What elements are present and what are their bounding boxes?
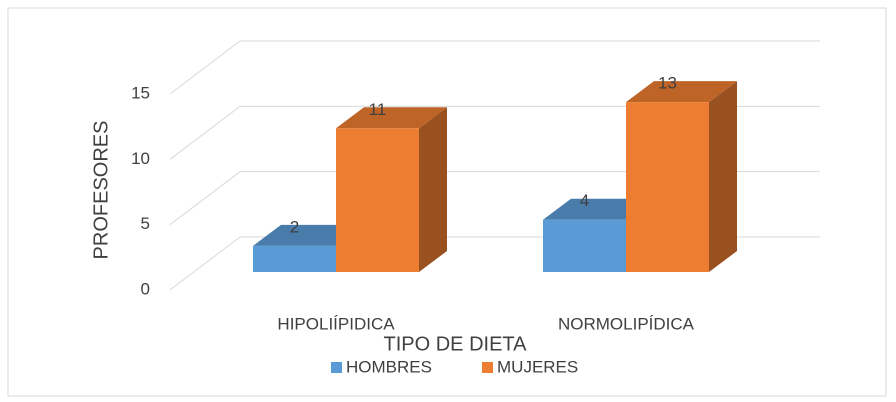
bar-top (626, 81, 737, 103)
y-tick-label: 15 (131, 83, 150, 102)
bar (626, 102, 709, 272)
legend-label: MUJERES (497, 357, 578, 376)
grid-line (169, 40, 820, 95)
data-label: 2 (290, 217, 299, 236)
legend-label: HOMBRES (346, 357, 432, 376)
data-label: 11 (369, 100, 387, 119)
bar (336, 128, 419, 272)
bar (253, 245, 336, 272)
x-tick-label: HIPOLIÍPIDICA (277, 314, 395, 333)
bar (543, 219, 626, 272)
legend-swatch (331, 362, 342, 373)
x-tick-label: NORMOLIPÍDICA (558, 314, 695, 333)
legend-swatch (482, 362, 493, 373)
bar-side (419, 107, 447, 273)
y-tick-label: 5 (141, 214, 150, 233)
bar-top (336, 107, 447, 129)
y-tick-label: 10 (131, 149, 150, 168)
y-axis-title: PROFESORES (90, 121, 112, 260)
data-label: 13 (658, 74, 677, 93)
y-tick-label: 0 (141, 279, 150, 298)
data-label: 4 (580, 191, 589, 210)
bar-side (709, 81, 737, 272)
x-axis-title: TIPO DE DIETA (384, 333, 528, 355)
